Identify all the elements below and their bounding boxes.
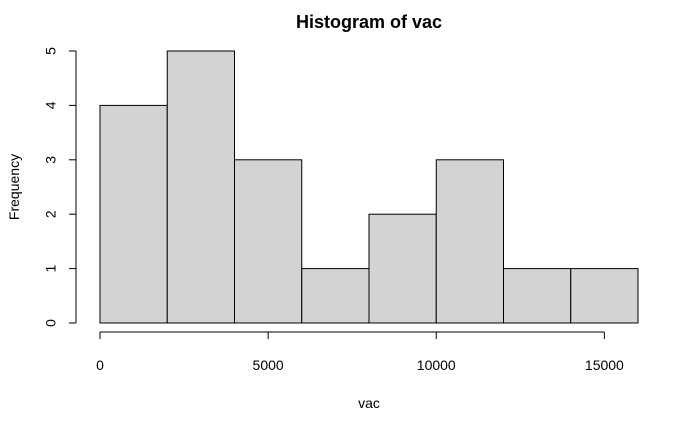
y-axis-label: Frequency [6,154,22,220]
bars-group [99,50,639,324]
x-tick-label: 5000 [253,357,284,373]
histogram-bar [435,159,504,324]
x-tick-label: 0 [96,357,104,373]
chart-title: Histogram of vac [296,12,442,32]
y-tick-label: 4 [43,101,59,109]
histogram-bar [503,268,572,324]
histogram-bar [368,213,437,324]
y-tick-label: 1 [43,264,59,272]
histogram-bar [570,268,639,324]
y-tick-label: 2 [43,210,59,218]
x-tick-label: 10000 [417,357,456,373]
histogram-bar [301,268,370,324]
x-axis-label: vac [358,395,380,411]
histogram-bar [166,50,235,324]
y-tick-label: 3 [43,156,59,164]
histogram-bar [99,104,168,324]
y-tick-label: 5 [43,47,59,55]
x-tick-label: 15000 [585,357,624,373]
x-axis: 0 5000 10000 15000 [96,331,624,373]
y-tick-label: 0 [43,319,59,327]
histogram-bar [234,159,303,324]
y-axis: 0 1 2 3 4 5 [43,47,77,327]
